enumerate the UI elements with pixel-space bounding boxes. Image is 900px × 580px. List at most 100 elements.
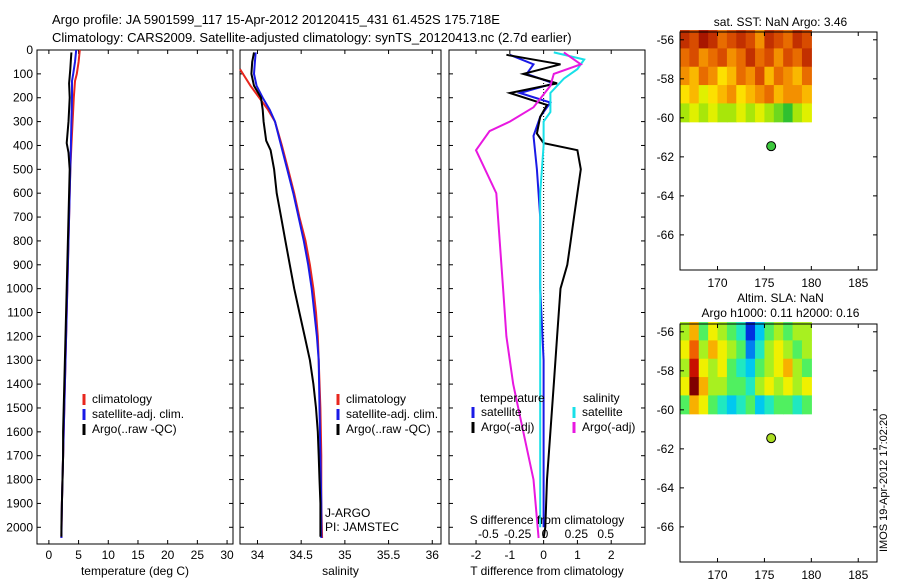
heatmap-cell [755,85,766,104]
heatmap-cell [755,377,766,396]
y-tick-label: 900 [13,258,33,272]
heatmap-cell [773,103,784,123]
x-tick-label: 34 [251,548,265,562]
x-top-tick-label: 0.5 [597,527,614,541]
legend-title: temperature [480,391,545,405]
heatmap-cell [680,30,690,49]
heatmap-cell [689,30,700,49]
heatmap-cell [726,48,737,68]
float-program-label: J-ARGO [325,506,370,520]
heatmap-cell [680,377,690,396]
heatmap-cell [764,395,775,415]
heatmap-cell [801,85,812,104]
x-tick-label: 36 [426,548,440,562]
y-tick-label: -62 [657,442,675,456]
heatmap-cell [680,358,690,378]
heatmap-cell [708,395,719,415]
heatmap-cell [708,66,719,86]
x-tick-label: -2 [471,548,482,562]
heatmap-cell [717,48,728,68]
heatmap-cell [783,48,794,68]
x-tick-label: 35 [338,548,352,562]
heatmap-cell [698,377,709,396]
y-tick-label: 100 [13,67,33,81]
x-tick-label: 15 [131,548,145,562]
x-tick-label: 185 [848,568,868,580]
x-tick-label: 2 [608,548,615,562]
heatmap-cell [736,30,747,49]
heatmap-cell [755,103,766,123]
x-tick-label: 175 [754,276,774,290]
heatmap-cell [745,85,756,104]
heatmap-cell [792,30,803,49]
legend-label: satellite [481,405,522,419]
y-tick-label: 1100 [7,306,33,320]
heatmap-cell [708,377,719,396]
pi-label: PI: JAMSTEC [325,520,399,534]
y-tick-label: 1800 [6,473,33,487]
x-tick-label: 30 [220,548,234,562]
heatmap-cell [801,66,812,86]
heatmap-cell [783,377,794,396]
heatmap-cell [764,103,775,123]
y-tick-label: -60 [657,111,675,125]
y-tick-label: 2000 [6,520,33,534]
heatmap-cell [708,103,719,123]
heatmap-cell [773,66,784,86]
y-tick-label: 1500 [6,401,33,415]
heatmap-cell [773,48,784,68]
heatmap-cell [698,66,709,86]
argo-location-marker [766,433,777,444]
heatmap-cell [801,395,812,415]
legend-label: satellite-adj. clim. [346,407,438,421]
heatmap-cell [755,358,766,378]
y-tick-label: 800 [13,234,33,248]
legend-label: Argo(-adj) [582,420,635,434]
heatmap-cell [736,66,747,86]
legend-label: climatology [346,392,406,406]
heatmap-cell [717,103,728,123]
argo-location-marker [766,141,777,152]
heatmap-cell [736,103,747,123]
series-line [505,53,582,539]
heatmap-cell [698,322,709,341]
heatmap-cell [689,66,700,86]
x-tick-label: 10 [102,548,116,562]
x-tick-label: 35.5 [377,548,401,562]
series-line [60,52,73,537]
heatmap-cell [745,48,756,68]
heatmap-cell [708,340,719,360]
y-tick-label: -58 [657,364,675,378]
x-tick-label: -1 [504,548,515,562]
heatmap-cell [689,395,700,415]
heatmap-cell [689,358,700,378]
y-tick-label: 700 [13,210,33,224]
heatmap-cell [736,340,747,360]
heatmap-cell [745,395,756,415]
heatmap-cell [736,85,747,104]
heatmap-cell [736,48,747,68]
y-tick-label: 1600 [6,425,33,439]
heatmap-cell [745,340,756,360]
y-tick-label: -60 [657,403,675,417]
x-tick-label: 170 [708,276,728,290]
heatmap-cell [755,48,766,68]
heatmap-cell [773,30,784,49]
heatmap-cell [698,395,709,415]
heatmap-cell [745,322,756,341]
heatmap-cell [755,30,766,49]
difference-chart: -2 -1 0 1 2-0.5 -0.25 0 0.25 0.5T difference fro… [448,49,646,578]
legend-label: Argo(-adj) [481,420,534,434]
difference-frame [448,49,646,545]
x-tick-label: 5 [75,548,82,562]
y-tick-label: 1300 [6,353,33,367]
y-tick-label: -56 [657,33,675,47]
series-line [539,51,586,528]
y-tick-label: 500 [13,162,33,176]
heatmap-cell [680,340,690,360]
y-tick-label: -64 [657,189,675,203]
heatmap-cell [792,395,803,415]
heatmap-cell [689,322,700,341]
heatmap-cell [698,340,709,360]
